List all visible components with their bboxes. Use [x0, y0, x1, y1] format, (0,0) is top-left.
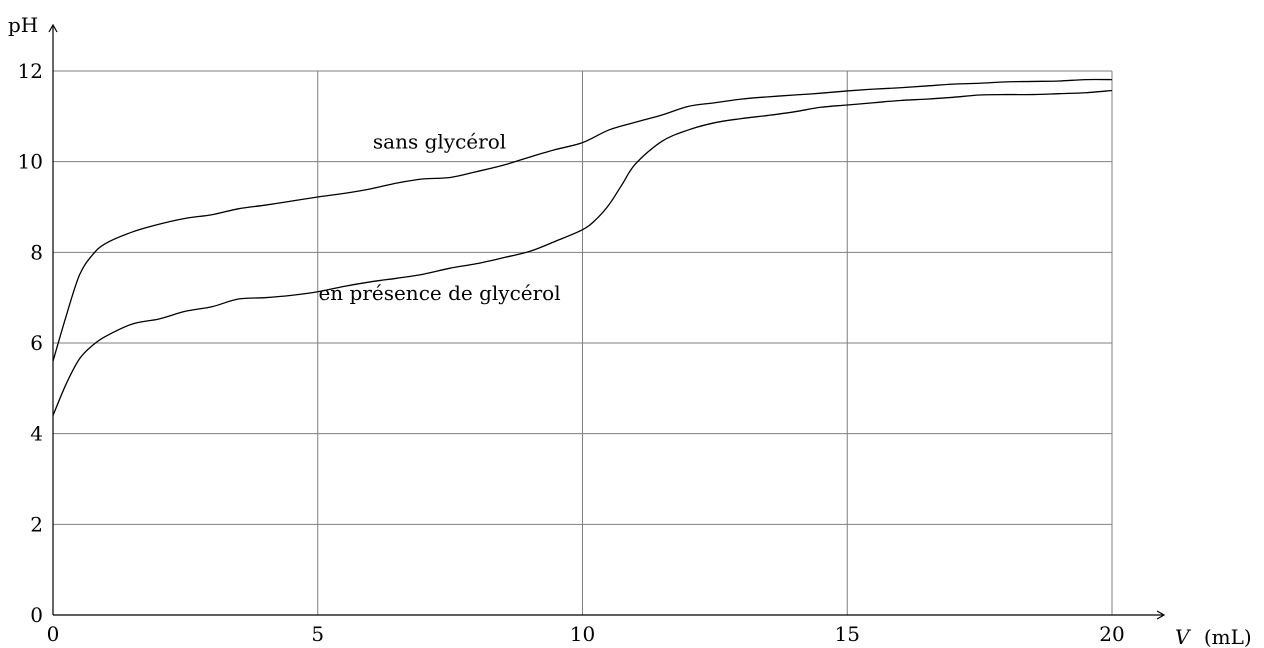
y-tick-label: 4: [30, 422, 43, 446]
series: [52, 78, 1113, 416]
x-tick-label: 0: [47, 622, 60, 646]
series-line-glycerol: [52, 89, 1113, 416]
x-tick-label: 5: [311, 622, 324, 646]
x-axis-arrow: [1156, 610, 1166, 620]
x-axis-variable: V: [1175, 625, 1192, 648]
y-axis-label: pH: [8, 13, 38, 37]
y-tick-label: 2: [30, 512, 43, 536]
x-axis-label: V (mL): [1175, 625, 1252, 648]
x-tick-label: 15: [835, 622, 860, 646]
label-glycerol: en présence de glycérol: [318, 281, 560, 305]
y-tick-label: 6: [30, 331, 43, 355]
x-tick-label: 10: [570, 622, 595, 646]
y-tick-label: 10: [18, 150, 43, 174]
axes: [48, 23, 1166, 620]
y-tick-label: 0: [30, 603, 43, 627]
annotations: sans glycérol en présence de glycérol: [318, 129, 560, 305]
label-sans-glycerol: sans glycérol: [373, 129, 506, 153]
y-axis-arrow: [48, 23, 58, 33]
x-axis-unit: (mL): [1204, 625, 1252, 648]
y-tick-label: 12: [18, 59, 43, 83]
y-tick-label: 8: [30, 240, 43, 264]
x-tick-label: 20: [1099, 622, 1124, 646]
series-line-sans-glycerol: [52, 78, 1113, 362]
grid: [53, 70, 1113, 615]
tick-labels: 0 2 4 6 8 10 12 0 5 10 15 20: [18, 59, 1125, 646]
